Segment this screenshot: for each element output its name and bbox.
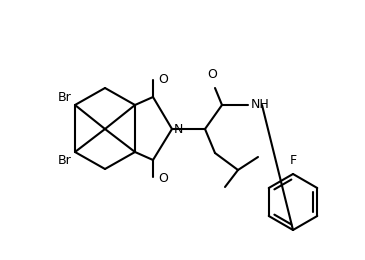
- Text: O: O: [207, 68, 217, 81]
- Text: NH: NH: [251, 98, 270, 110]
- Text: O: O: [158, 172, 168, 185]
- Text: F: F: [289, 154, 296, 167]
- Text: N: N: [174, 122, 183, 135]
- Text: Br: Br: [57, 153, 71, 166]
- Text: O: O: [158, 73, 168, 86]
- Text: Br: Br: [57, 90, 71, 103]
